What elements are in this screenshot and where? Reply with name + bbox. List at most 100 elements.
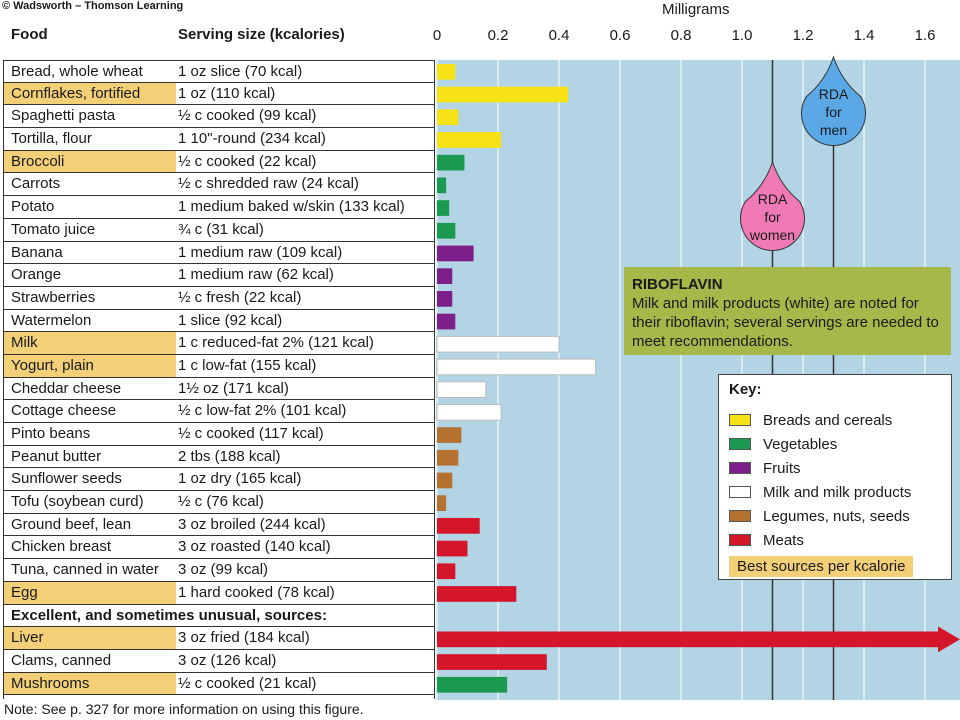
food-name: Pinto beans	[11, 425, 91, 442]
table-row: Ground beef, lean 3 oz broiled (244 kcal)	[3, 514, 435, 537]
table-row: Carrots ½ c shredded raw (24 kcal)	[3, 173, 435, 197]
bar-carrots	[437, 177, 447, 194]
x-tick-label: 1.2	[792, 27, 814, 44]
copyright: © Wadsworth – Thomson Learning	[2, 0, 184, 12]
table-row: Cornflakes, fortified 1 oz (110 kcal)	[3, 82, 435, 106]
x-tick-label: 0.8	[670, 27, 692, 44]
key-swatch	[729, 534, 751, 546]
serving-size: 3 oz (126 kcal)	[178, 651, 277, 669]
serving-size: 1 c reduced-fat 2% (121 kcal)	[178, 334, 374, 352]
bar-chicken-breast	[437, 540, 468, 557]
serving-size: ½ c cooked (99 kcal)	[178, 107, 317, 125]
rda-men-marker: RDA for men	[801, 55, 866, 146]
key-label: Vegetables	[763, 435, 838, 453]
serving-size: ¾ c (31 kcal)	[178, 220, 264, 238]
bar-bread-whole-wheat	[437, 64, 456, 80]
table-row: Tomato juice ¾ c (31 kcal)	[3, 219, 435, 242]
x-tick-label: 1.6	[914, 27, 936, 44]
bar-milk	[436, 335, 560, 353]
food-name: Spaghetti pasta	[11, 107, 116, 125]
food-name: Bread, whole wheat	[11, 63, 143, 80]
riboflavin-title: RIBOFLAVIN	[632, 276, 723, 293]
serving-size: 1 medium baked w/skin (133 kcal)	[178, 198, 405, 216]
riboflavin-bar-chart: RDA for men RDA for women	[436, 55, 960, 700]
bar-sunflower-seeds	[437, 472, 453, 489]
bar-watermelon	[437, 313, 456, 330]
serving-size: 1 medium raw (109 kcal)	[178, 243, 343, 261]
table-row: Strawberries ½ c fresh (22 kcal)	[3, 287, 435, 310]
food-name: Yogurt, plain	[3, 354, 176, 377]
bar-tortilla-flour	[437, 132, 502, 148]
food-name: Liver	[3, 627, 176, 649]
bar-orange	[437, 268, 453, 284]
table-row: Mushrooms ½ c cooked (21 kcal)	[3, 672, 435, 696]
serving-size: 1 medium raw (62 kcal)	[178, 266, 334, 284]
food-name: Cottage cheese	[11, 402, 117, 420]
food-name: Egg	[3, 581, 176, 604]
bar-mushrooms	[437, 676, 508, 693]
bar-tuna-canned-in-water	[437, 563, 456, 580]
x-tick-label: 0	[432, 27, 442, 44]
section-heading-row: Excellent, and sometimes unusual, source…	[3, 605, 435, 628]
table-row: Orange 1 medium raw (62 kcal)	[3, 264, 435, 287]
key-item: Milk and milk products	[729, 480, 941, 504]
table-row: Watermelon 1 slice (92 kcal)	[3, 310, 435, 333]
serving-size: 1 oz dry (165 kcal)	[178, 470, 302, 488]
bar-yogurt-plain	[436, 358, 597, 376]
key-best-sources: Best sources per kcalorie	[729, 556, 914, 577]
table-row: Liver 3 oz fried (184 kcal)	[3, 627, 435, 650]
bar-clams-canned	[437, 654, 547, 670]
food-name: Tofu (soybean curd)	[11, 493, 144, 511]
serving-size: 1 oz slice (70 kcal)	[178, 63, 303, 80]
food-name: Ground beef, lean	[11, 515, 132, 533]
key-items: Breads and cereals Vegetables Fruits Milk a…	[729, 408, 941, 552]
key-label: Breads and cereals	[763, 411, 893, 429]
bar-cheddar-cheese	[436, 381, 487, 398]
food-table: Bread, whole wheat 1 oz slice (70 kcal) Co…	[3, 60, 435, 696]
bar-liver	[437, 631, 938, 648]
x-axis-title: Milligrams	[662, 1, 730, 18]
bar-cottage-cheese	[436, 404, 502, 421]
table-row: Pinto beans ½ c cooked (117 kcal)	[3, 423, 435, 446]
key-swatch	[729, 438, 751, 450]
table-row: Bread, whole wheat 1 oz slice (70 kcal)	[3, 60, 435, 83]
table-row: Tortilla, flour 1 10"-round (234 kcal)	[3, 128, 435, 151]
serving-size: 1½ oz (171 kcal)	[178, 379, 289, 397]
rda-women-marker: RDA for women	[740, 160, 805, 251]
food-name: Sunflower seeds	[11, 470, 122, 488]
food-name: Tuna, canned in water	[11, 561, 159, 579]
key-swatch	[729, 486, 751, 498]
serving-size: 3 oz (99 kcal)	[178, 561, 269, 579]
food-name: Carrots	[11, 175, 61, 193]
table-row: Egg 1 hard cooked (78 kcal)	[3, 581, 435, 605]
footnote: Note: See p. 327 for more information on…	[4, 701, 364, 717]
food-name: Milk	[3, 332, 176, 354]
serving-size: 1 oz (110 kcal)	[178, 84, 276, 102]
serving-column-header: Serving size (kcalories)	[178, 26, 345, 43]
x-tick-label: 0.4	[548, 27, 570, 44]
bar-ground-beef-lean	[437, 518, 480, 534]
table-row: Banana 1 medium raw (109 kcal)	[3, 242, 435, 265]
bar-potato	[437, 200, 450, 216]
x-tick-label: 0.2	[487, 27, 509, 44]
table-row: Yogurt, plain 1 c low-fat (155 kcal)	[3, 354, 435, 378]
section-heading: Excellent, and sometimes unusual, source…	[11, 606, 327, 624]
bar-banana	[437, 245, 474, 262]
bar-tomato-juice	[437, 222, 456, 239]
table-row: Tofu (soybean curd) ½ c (76 kcal)	[3, 491, 435, 514]
key-item: Fruits	[729, 456, 941, 480]
food-name: Clams, canned	[11, 651, 112, 669]
key-legend: Key: Breads and cereals Vegetables Fruits M…	[718, 374, 952, 580]
food-name: Strawberries	[11, 288, 96, 306]
food-name: Orange	[11, 266, 62, 284]
serving-size: ½ c low-fat 2% (101 kcal)	[178, 402, 347, 420]
bar-pinto-beans	[437, 427, 462, 443]
food-column-header: Food	[11, 26, 48, 43]
serving-size: 1 c low-fat (155 kcal)	[178, 356, 317, 374]
table-row: Cheddar cheese 1½ oz (171 kcal)	[3, 378, 435, 401]
key-item: Breads and cereals	[729, 408, 941, 432]
bar-peanut-butter	[437, 449, 459, 466]
key-swatch	[729, 462, 751, 474]
x-tick-label: 1.4	[853, 27, 875, 44]
serving-size: ½ c fresh (22 kcal)	[178, 288, 302, 306]
